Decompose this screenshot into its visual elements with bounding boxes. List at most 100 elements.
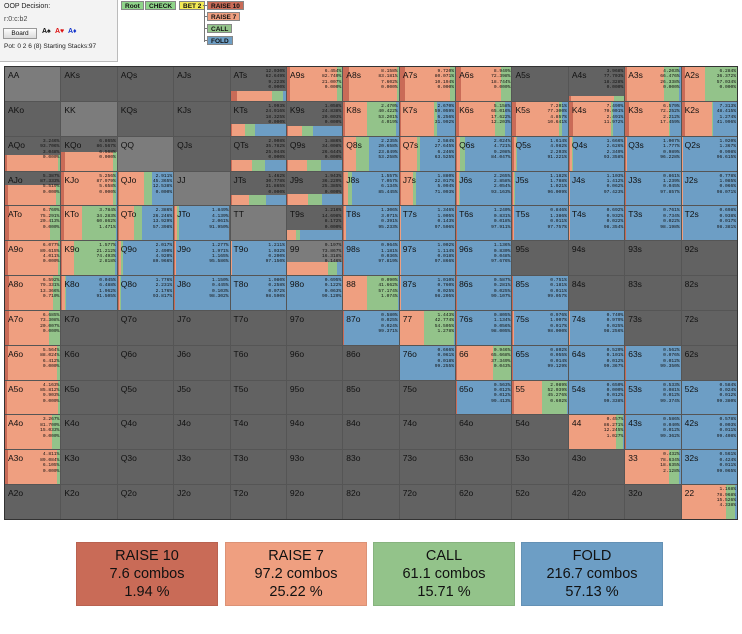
hand-cell-22[interactable]: 1.168% 78.968% 15.526% 4.338% 22 <box>681 485 737 519</box>
hand-cell-73s[interactable]: 73s <box>625 310 681 345</box>
hand-cell-qjs[interactable]: QJs <box>174 136 230 171</box>
hand-cell-k9o[interactable]: 1.577% 21.212% 74.493% 2.818% K9o <box>61 241 117 276</box>
hand-cell-j5s[interactable]: 1.182% 1.788% 1.021% 96.009% J5s <box>512 171 568 206</box>
hand-cell-a7s[interactable]: 9.720% 80.071% 10.194% 0.000% A7s <box>399 67 456 101</box>
hand-cell-95o[interactable]: 95o <box>286 380 343 415</box>
hand-cell-33[interactable]: 0.432% 78.634% 18.635% 2.128% 33 <box>625 450 681 485</box>
hand-cell-92o[interactable]: 92o <box>286 485 343 519</box>
hand-cell-73o[interactable]: 73o <box>399 450 456 485</box>
hand-cell-84o[interactable]: 84o <box>343 415 399 450</box>
hand-cell-54o[interactable]: 54o <box>512 415 568 450</box>
hand-cell-97o[interactable]: 97o <box>286 310 343 345</box>
hand-cell-q5o[interactable]: Q5o <box>117 380 174 415</box>
hand-cell-qts[interactable]: 2.008% 35.782% 25.044% 0.000% QTs <box>230 136 286 171</box>
hand-cell-a2o[interactable]: A2o <box>5 485 61 519</box>
hand-cell-83o[interactable]: 83o <box>343 450 399 485</box>
hand-cell-qjo[interactable]: 2.911% 45.365% 12.538% 0.000% QJo <box>117 171 174 206</box>
hand-cell-q6s[interactable]: 2.024% 4.721% 9.208% 84.047% Q6s <box>456 136 512 171</box>
hand-cell-t5s[interactable]: 0.846% 1.386% 0.011% 97.757% T5s <box>512 206 568 241</box>
hand-cell-99[interactable]: 0.197% 73.867% 16.318% 0.146% 99 <box>286 241 343 276</box>
hand-cell-q9o[interactable]: 2.017% 2.490% 4.920% 89.966% Q9o <box>117 241 174 276</box>
hand-cell-j3s[interactable]: 0.861% 1.239% 0.045% 97.857% J3s <box>625 171 681 206</box>
hand-cell-63o[interactable]: 63o <box>456 450 512 485</box>
hand-cell-a3s[interactable]: 4.203% 66.476% 26.338% 0.000% A3s <box>625 67 681 101</box>
hand-cell-kjs[interactable]: KJs <box>174 101 230 136</box>
hand-cell-q3o[interactable]: Q3o <box>117 450 174 485</box>
hand-cell-aqo[interactable]: 3.246% 93.706% 3.048% 0.000% AQo <box>5 136 61 171</box>
hand-cell-42o[interactable]: 42o <box>568 485 625 519</box>
hand-cell-65o[interactable]: 0.563% 0.012% 0.012% 99.413% 65o <box>456 380 512 415</box>
hand-cell-q7o[interactable]: Q7o <box>117 310 174 345</box>
hand-cell-75o[interactable]: 75o <box>399 380 456 415</box>
hand-cell-t2s[interactable]: 0.698% 0.938% 0.017% 98.381% T2s <box>681 206 737 241</box>
hand-cell-a2s[interactable]: 6.284% 36.372% 57.034% 0.000% A2s <box>681 67 737 101</box>
hand-cell-t5o[interactable]: T5o <box>230 380 286 415</box>
hand-cell-a9o[interactable]: 6.077% 89.615% 4.011% 0.000% A9o <box>5 241 61 276</box>
hand-cell-t9s[interactable]: 1.216% 14.698% 8.172% 0.000% T9s <box>286 206 343 241</box>
hand-cell-q7s[interactable]: 2.584% 27.645% 6.246% 63.525% Q7s <box>399 136 456 171</box>
hand-cell-a4s[interactable]: 3.968% 77.703% 18.328% 0.000% A4s <box>568 67 625 101</box>
hand-cell-a9s[interactable]: 6.454% 82.740% 21.007% 0.000% A9s <box>286 67 343 101</box>
hand-cell-q6o[interactable]: Q6o <box>117 345 174 380</box>
hand-cell-j2o[interactable]: J2o <box>174 485 230 519</box>
hand-cell-t6o[interactable]: T6o <box>230 345 286 380</box>
tree-node-root[interactable]: Root <box>121 1 144 10</box>
hand-cell-k7s[interactable]: 2.670% 59.059% 6.256% 31.992% K7s <box>399 101 456 136</box>
tree-node-bet-2[interactable]: BET 2 <box>179 1 206 10</box>
hand-cell-96o[interactable]: 96o <box>286 345 343 380</box>
hand-cell-k6s[interactable]: 5.158% 65.016% 17.622% 12.203% K6s <box>456 101 512 136</box>
hand-cell-t9o[interactable]: 1.211% 1.032% 0.200% 97.150% T9o <box>230 241 286 276</box>
hand-cell-a7o[interactable]: 6.685% 73.308% 20.007% 0.000% A7o <box>5 310 61 345</box>
hand-cell-j7s[interactable]: 1.880% 22.017% 5.094% 71.093% J7s <box>399 171 456 206</box>
hand-cell-k6o[interactable]: K6o <box>61 345 117 380</box>
hand-cell-k5o[interactable]: K5o <box>61 380 117 415</box>
hand-cell-52o[interactable]: 52o <box>512 485 568 519</box>
hand-cell-t2o[interactable]: T2o <box>230 485 286 519</box>
hand-cell-43s[interactable]: 0.586% 0.040% 0.012% 99.362% 43s <box>625 415 681 450</box>
hand-cell-q4o[interactable]: Q4o <box>117 415 174 450</box>
hand-cell-87s[interactable]: 1.010% 0.760% 0.025% 98.205% 87s <box>399 276 456 310</box>
hand-cell-65s[interactable]: 0.802% 0.055% 0.014% 99.129% 65s <box>512 345 568 380</box>
hand-cell-53o[interactable]: 53o <box>512 450 568 485</box>
hand-cell-t8o[interactable]: 1.080% 0.258% 0.072% 98.590% T8o <box>230 276 286 310</box>
hand-cell-a5s[interactable]: A5s <box>512 67 568 101</box>
hand-cell-72s[interactable]: 72s <box>681 310 737 345</box>
hand-cell-54s[interactable]: 0.650% 0.000% 0.012% 99.338% 54s <box>568 380 625 415</box>
hand-cell-a8o[interactable]: 6.592% 79.331% 13.366% 0.710% A8o <box>5 276 61 310</box>
board-button[interactable]: Board <box>3 28 37 39</box>
hand-cell-j2s[interactable]: 0.778% 1.085% 0.066% 98.071% J2s <box>681 171 737 206</box>
tree-node-call[interactable]: CALL <box>207 24 233 33</box>
hand-cell-55[interactable]: 2.089% 52.039% 45.276% 0.602% 55 <box>512 380 568 415</box>
hand-cell-j3o[interactable]: J3o <box>174 450 230 485</box>
hand-cell-98s[interactable]: 0.964% 1.181% 0.036% 97.819% 98s <box>343 241 399 276</box>
hand-cell-t4s[interactable]: 0.692% 0.932% 0.022% 98.354% T4s <box>568 206 625 241</box>
hand-cell-j6o[interactable]: J6o <box>174 345 230 380</box>
hand-cell-kto[interactable]: 3.784% 34.283% 60.862% 1.471% KTo <box>61 206 117 241</box>
hand-cell-72o[interactable]: 72o <box>399 485 456 519</box>
hand-cell-q3s[interactable]: 1.007% 1.777% 0.989% 96.228% Q3s <box>625 136 681 171</box>
hand-cell-aqs[interactable]: AQs <box>117 67 174 101</box>
hand-cell-92s[interactable]: 92s <box>681 241 737 276</box>
hand-cell-94o[interactable]: 94o <box>286 415 343 450</box>
tree-node-raise-7[interactable]: RAISE 7 <box>207 12 241 21</box>
hand-cell-62s[interactable]: 62s <box>681 345 737 380</box>
hand-cell-ajs[interactable]: AJs <box>174 67 230 101</box>
hand-cell-j7o[interactable]: J7o <box>174 310 230 345</box>
hand-cell-kts[interactable]: 1.993% 24.916% 18.325% 0.000% KTs <box>230 101 286 136</box>
hand-cell-82s[interactable]: 82s <box>681 276 737 310</box>
hand-cell-kjo[interactable]: 5.256% 87.979% 5.658% 0.000% KJo <box>61 171 117 206</box>
hand-cell-42s[interactable]: 0.578% 0.003% 0.011% 99.408% 42s <box>681 415 737 450</box>
hand-cell-j4o[interactable]: J4o <box>174 415 230 450</box>
hand-cell-75s[interactable]: 0.976% 1.007% 0.017% 98.000% 75s <box>512 310 568 345</box>
hand-cell-a5o[interactable]: 4.163% 85.812% 9.903% 0.000% A5o <box>5 380 61 415</box>
hand-cell-jj[interactable]: JJ <box>174 171 230 206</box>
hand-cell-53s[interactable]: 0.533% 0.081% 0.012% 99.374% 53s <box>625 380 681 415</box>
hand-cell-q8o[interactable]: 1.776% 2.231% 2.176% 93.817% Q8o <box>117 276 174 310</box>
hand-cell-95s[interactable]: 95s <box>512 241 568 276</box>
hand-cell-a6o[interactable]: 5.564% 88.024% 6.412% 0.000% A6o <box>5 345 61 380</box>
hand-cell-a4o[interactable]: 3.267% 81.700% 15.033% 0.000% A4o <box>5 415 61 450</box>
hand-cell-ako[interactable]: AKo <box>5 101 61 136</box>
hand-cell-t6s[interactable]: 1.240% 0.831% 0.018% 97.911% T6s <box>456 206 512 241</box>
hand-cell-83s[interactable]: 83s <box>625 276 681 310</box>
hand-cell-93o[interactable]: 93o <box>286 450 343 485</box>
